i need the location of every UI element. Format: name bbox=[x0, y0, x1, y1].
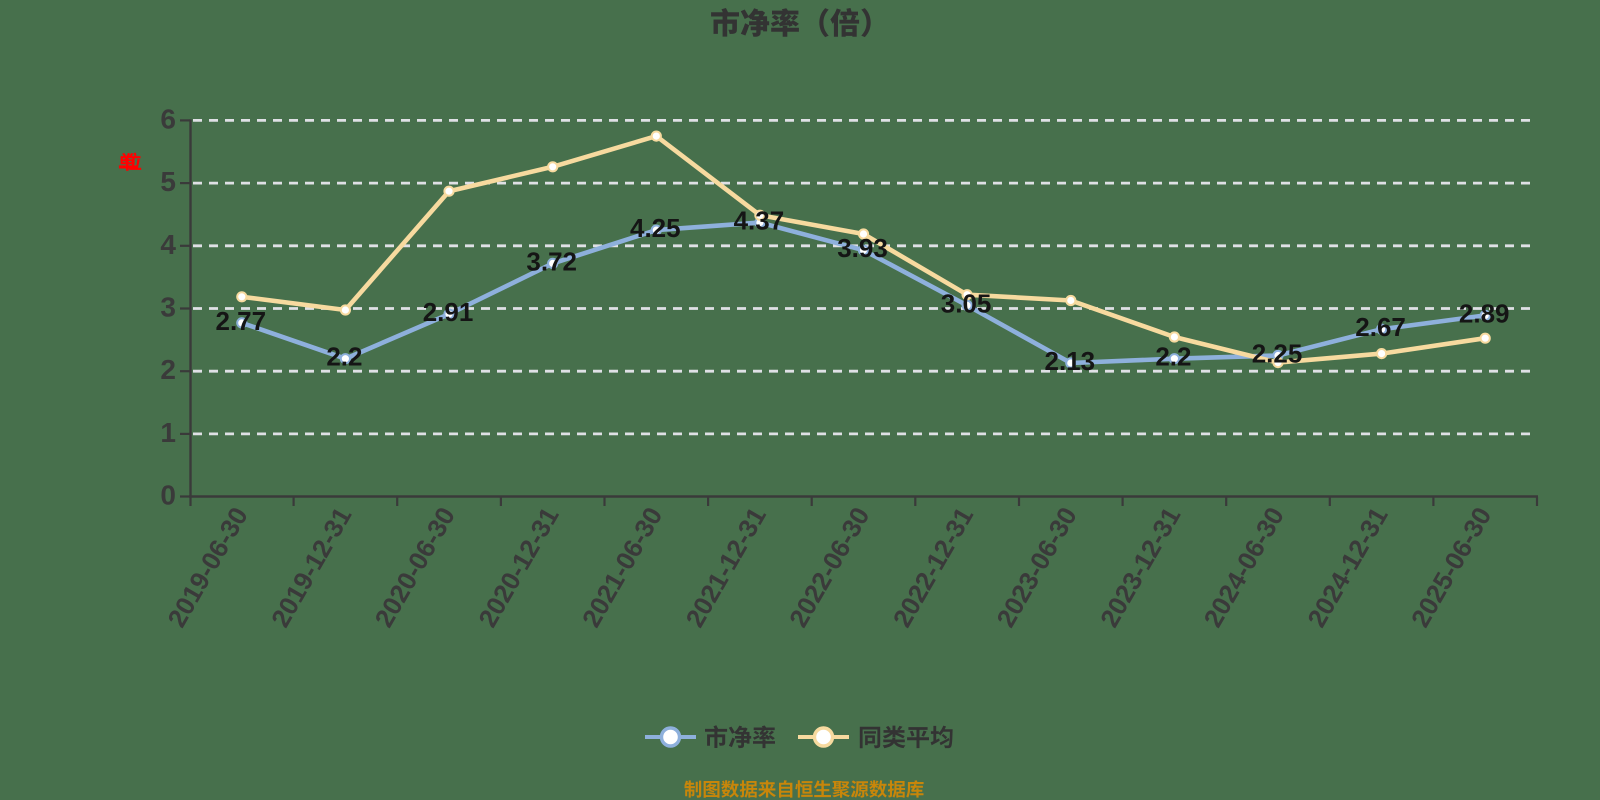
svg-text:4: 4 bbox=[160, 229, 176, 260]
svg-text:2.13: 2.13 bbox=[1044, 346, 1095, 376]
svg-text:0: 0 bbox=[160, 480, 176, 511]
svg-text:4.37: 4.37 bbox=[734, 206, 785, 236]
svg-text:3.93: 3.93 bbox=[837, 233, 888, 263]
svg-text:2.77: 2.77 bbox=[215, 306, 266, 336]
svg-text:3.72: 3.72 bbox=[526, 246, 577, 276]
svg-text:2.89: 2.89 bbox=[1459, 298, 1510, 328]
svg-text:2.25: 2.25 bbox=[1252, 339, 1303, 369]
svg-text:1: 1 bbox=[160, 417, 176, 448]
svg-text:4.25: 4.25 bbox=[630, 213, 681, 243]
svg-text:2.91: 2.91 bbox=[423, 297, 474, 327]
svg-text:3: 3 bbox=[160, 292, 176, 323]
svg-text:2: 2 bbox=[160, 354, 176, 385]
svg-text:2.67: 2.67 bbox=[1355, 312, 1406, 342]
svg-text:2.2: 2.2 bbox=[1155, 342, 1191, 372]
svg-text:2.2: 2.2 bbox=[326, 342, 362, 372]
svg-text:6: 6 bbox=[160, 103, 176, 134]
svg-text:5: 5 bbox=[160, 166, 176, 197]
svg-text:3.05: 3.05 bbox=[941, 288, 992, 318]
